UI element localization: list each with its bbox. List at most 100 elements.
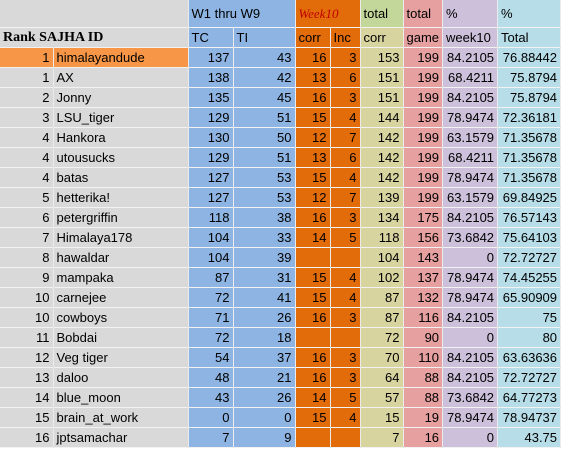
- score-cell: 51: [233, 107, 296, 128]
- score-cell: 71.35678: [497, 167, 562, 188]
- score-cell: 78.9474: [442, 267, 499, 288]
- score-cell: 65.90909: [497, 287, 562, 308]
- row: 4 utousucks 129 51 13 6 142 199 68.4211 71.35678: [0, 147, 562, 168]
- score-cell: 43: [188, 387, 234, 408]
- score-cell: 0: [442, 327, 499, 348]
- score-cell: [295, 327, 331, 348]
- score-cell: 76.57143: [497, 207, 562, 228]
- score-cell: 16: [295, 47, 331, 68]
- score-cell: 68.4211: [442, 67, 499, 88]
- score-cell: 15: [295, 167, 331, 188]
- rank: 1: [0, 67, 54, 88]
- score-cell: 151: [360, 87, 404, 108]
- rank: 3: [0, 107, 54, 128]
- score-cell: 53: [233, 187, 296, 208]
- score-cell: 38: [233, 207, 296, 228]
- score-cell: 84.2105: [442, 87, 499, 108]
- score-cell: 43: [233, 47, 296, 68]
- rank: 1: [0, 47, 54, 68]
- score-cell: 156: [403, 227, 444, 248]
- score-cell: 84.2105: [442, 307, 499, 328]
- player-id: jptsamachar: [53, 427, 189, 448]
- score-cell: 199: [403, 67, 444, 88]
- score-cell: 199: [403, 187, 444, 208]
- rank: 11: [0, 327, 54, 348]
- score-cell: 118: [360, 227, 404, 248]
- column-header: TI: [233, 27, 296, 48]
- rank: 13: [0, 367, 54, 388]
- column-header: Inc: [330, 27, 361, 48]
- row: 12 Veg tiger 54 37 16 3 70 110 84.2105 63.63636: [0, 347, 562, 368]
- player-id: carnejee: [53, 287, 189, 308]
- player-id: hawaldar: [53, 247, 189, 268]
- score-cell: 9: [233, 427, 296, 448]
- score-cell: 5: [330, 227, 361, 248]
- score-cell: 15: [295, 107, 331, 128]
- score-cell: 72.36181: [497, 107, 562, 128]
- score-cell: 73.6842: [442, 387, 499, 408]
- rank: 7: [0, 227, 54, 248]
- row: 3 LSU_tiger 129 51 15 4 144 199 78.9474 72.36181: [0, 107, 562, 128]
- rank: 15: [0, 407, 54, 428]
- rank: 2: [0, 87, 54, 108]
- score-cell: 199: [403, 87, 444, 108]
- score-cell: 87: [188, 267, 234, 288]
- score-cell: 19: [403, 407, 444, 428]
- score-cell: 16: [295, 307, 331, 328]
- score-cell: 142: [360, 167, 404, 188]
- score-cell: 78.9474: [442, 287, 499, 308]
- score-cell: 104: [188, 227, 234, 248]
- score-cell: 3: [330, 307, 361, 328]
- row: 11 Bobdai 72 18 72 90 0 80: [0, 327, 562, 348]
- score-cell: 31: [233, 267, 296, 288]
- score-cell: 51: [233, 147, 296, 168]
- score-cell: 151: [360, 67, 404, 88]
- row: W1 thru W9 Week10 total total%%: [0, 0, 562, 28]
- score-cell: 129: [188, 107, 234, 128]
- column-header: corr: [360, 27, 404, 48]
- score-cell: 26: [233, 307, 296, 328]
- score-cell: 137: [403, 267, 444, 288]
- score-cell: 75.64103: [497, 227, 562, 248]
- score-cell: 130: [188, 127, 234, 148]
- score-cell: 104: [360, 247, 404, 268]
- row: 10 cowboys 71 26 16 3 87 116 84.2105 75: [0, 307, 562, 328]
- player-id: Jonny: [53, 87, 189, 108]
- player-id: blue_moon: [53, 387, 189, 408]
- score-cell: 199: [403, 147, 444, 168]
- score-cell: 110: [403, 347, 444, 368]
- score-cell: 84.2105: [442, 347, 499, 368]
- player-id: cowboys: [53, 307, 189, 328]
- score-cell: 4: [330, 107, 361, 128]
- score-cell: 12: [295, 187, 331, 208]
- group-header: total: [360, 0, 404, 28]
- row: 7 Himalaya178 104 33 14 5 118 156 73.6842 75.6410…: [0, 227, 562, 248]
- score-cell: 16: [295, 87, 331, 108]
- score-cell: 7: [188, 427, 234, 448]
- column-header: Rank SAJHA ID: [0, 27, 189, 48]
- score-cell: [330, 327, 361, 348]
- score-cell: 70: [360, 347, 404, 368]
- score-cell: 0: [442, 427, 499, 448]
- score-cell: 75.8794: [497, 67, 562, 88]
- score-cell: 15: [360, 407, 404, 428]
- score-cell: 76.88442: [497, 47, 562, 68]
- score-cell: 7: [330, 127, 361, 148]
- rank: 5: [0, 187, 54, 208]
- row: 1 himalayandude 137 43 16 3 153 199 84.2105 76.88…: [0, 47, 562, 68]
- row: 5 hetterika! 127 53 12 7 139 199 63.1579 69.84925: [0, 187, 562, 208]
- score-cell: 78.9474: [442, 167, 499, 188]
- row: 16 jptsamachar 7 9 7 16 0 43.75: [0, 427, 562, 448]
- score-cell: 199: [403, 167, 444, 188]
- row: Rank SAJHA ID TC TI corr Inc corr game week10 To…: [0, 27, 562, 48]
- score-cell: 0: [188, 407, 234, 428]
- player-id: Bobdai: [53, 327, 189, 348]
- score-cell: 102: [360, 267, 404, 288]
- row: 9 mampaka 87 31 15 4 102 137 78.9474 74.45255: [0, 267, 562, 288]
- score-cell: 72: [188, 327, 234, 348]
- score-cell: 175: [403, 207, 444, 228]
- score-cell: 53: [233, 167, 296, 188]
- score-cell: 3: [330, 367, 361, 388]
- column-header: game: [403, 27, 444, 48]
- score-cell: 84.2105: [442, 207, 499, 228]
